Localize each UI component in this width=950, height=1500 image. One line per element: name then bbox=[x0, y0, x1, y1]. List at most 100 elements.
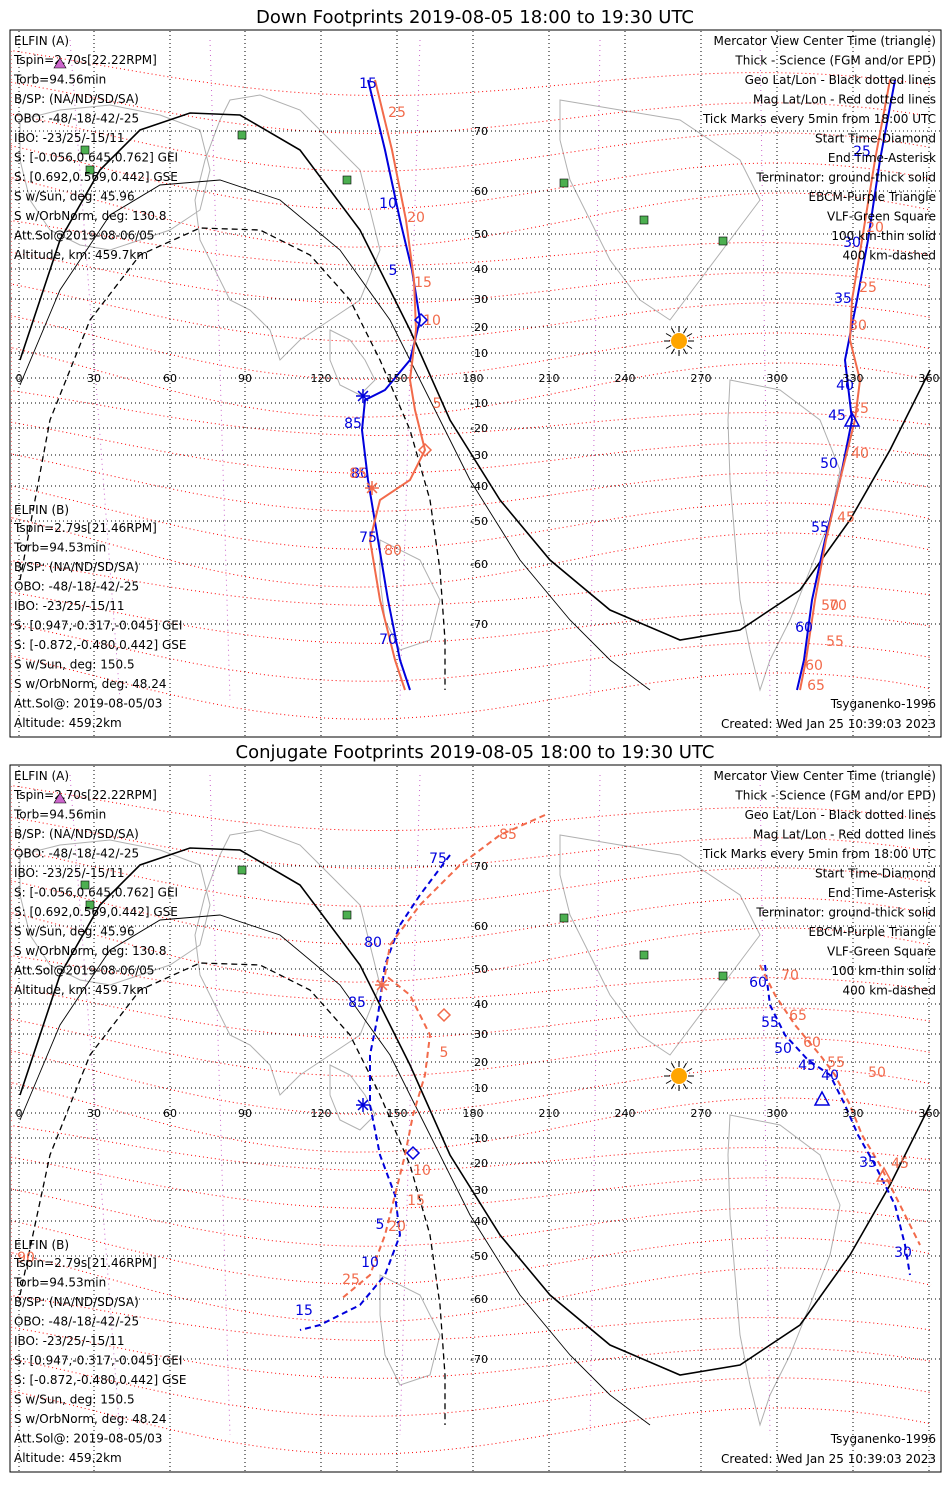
lon-label: 300 bbox=[767, 372, 788, 385]
elfin-b-info-line: Altitude: 459.2km bbox=[14, 1451, 122, 1465]
vlf-green-square bbox=[342, 910, 352, 920]
elfin-a-center-triangle bbox=[813, 1090, 831, 1106]
terminator-400km bbox=[19, 227, 446, 690]
elfin-b-tick-label: 15 bbox=[407, 1193, 425, 1209]
elfin-a-info-line: OBO: -48/-18/-42/-25 bbox=[14, 847, 139, 861]
lon-label: 270 bbox=[691, 1107, 712, 1120]
terminator-400km bbox=[19, 962, 446, 1425]
elfin-b-info-line: OBO: -48/-18/-42/-25 bbox=[14, 580, 139, 594]
lat-label: 70 bbox=[474, 125, 488, 138]
lat-label: 60 bbox=[474, 920, 488, 933]
vlf-green-square bbox=[639, 215, 649, 225]
elfin-b-tick-label: 70 bbox=[829, 598, 847, 614]
legend-item: Mag Lat/Lon - Red dotted lines bbox=[753, 93, 936, 107]
lon-label: 120 bbox=[311, 1107, 332, 1120]
elfin-b-tick-label: 50 bbox=[821, 598, 839, 614]
elfin-a-info-line: Tspin=2.70s[22.22RPM] bbox=[13, 53, 157, 67]
legend-item: 100 km-thin solid bbox=[831, 229, 936, 243]
vlf-green-square bbox=[85, 900, 95, 910]
vlf-green-square bbox=[342, 175, 352, 185]
elfin-b-tick-label: 50 bbox=[868, 1065, 886, 1081]
lat-label: -50 bbox=[470, 1250, 488, 1263]
elfin-a-info-line: Altitude, km: 459.7km bbox=[14, 248, 148, 262]
legend-item: Geo Lat/Lon - Black dotted lines bbox=[745, 73, 936, 87]
lon-labels: 0 30 60 90 120 150 180 210 240 270 300 330 360 bbox=[16, 1107, 940, 1120]
legend-item: Start Time-Diamond bbox=[815, 132, 936, 146]
legend-item: VLF-Green Square bbox=[827, 210, 936, 224]
elfin-a-tick-label: 5 bbox=[389, 263, 398, 279]
elfin-a-label: ELFIN (A) bbox=[14, 34, 69, 48]
lat-label: -70 bbox=[470, 1353, 488, 1366]
elfin-b-start-diamond bbox=[417, 442, 433, 458]
lat-label: 40 bbox=[474, 998, 488, 1011]
lat-label: 70 bbox=[474, 860, 488, 873]
elfin-b-info-line: S: [0.947,-0.317,-0.045] GEI bbox=[14, 619, 182, 633]
elfin-a-tick-label: 15 bbox=[295, 1303, 313, 1319]
elfin-a-tick-label: 5 bbox=[376, 1217, 385, 1233]
elfin-a-info-line: S: [0.692,0.569,0.442] GSE bbox=[14, 905, 178, 919]
lat-labels: 70 60 50 40 30 20 10 -10 -20 -30 -40 -50 -60 -70 bbox=[470, 125, 488, 631]
elfin-b-info-line: S: [0.947,-0.317,-0.045] GEI bbox=[14, 1354, 182, 1368]
mag-meridians bbox=[69, 774, 771, 1436]
elfin-b-info-line: Altitude: 459.2km bbox=[14, 716, 122, 730]
legend-item: Thick - Science (FGM and/or EPD) bbox=[734, 789, 936, 803]
lat-label: 60 bbox=[474, 185, 488, 198]
mag-meridians bbox=[69, 39, 771, 701]
elfin-b-center-triangle bbox=[875, 1166, 893, 1182]
legend-item: Thick - Science (FGM and/or EPD) bbox=[734, 54, 936, 68]
created-label: Created: Wed Jan 25 10:39:03 2023 bbox=[721, 717, 936, 731]
coastlines bbox=[19, 94, 841, 692]
legend-item: Terminator: ground-thick solid bbox=[755, 171, 936, 185]
lat-label: -20 bbox=[470, 1157, 488, 1170]
elfin-a-info-line: Torb=94.56min bbox=[13, 73, 106, 87]
elfin-a-tick-label: 55 bbox=[811, 520, 829, 536]
panel-conjugate-footprints: Conjugate Footprints 2019-08-05 18:00 to… bbox=[9, 742, 942, 1473]
elfin-b-tick-label: 80 bbox=[384, 543, 402, 559]
elfin-b-info-line: Att.Sol@: 2019-08-05/03 bbox=[14, 697, 162, 711]
lat-label: 10 bbox=[474, 347, 488, 360]
elfin-b-tick-label: 10 bbox=[413, 1163, 431, 1179]
elfin-b-track bbox=[339, 814, 546, 1301]
model-label: Tsyganenko-1996 bbox=[830, 697, 936, 711]
legend-item: Terminator: ground-thick solid bbox=[755, 906, 936, 920]
legend-item: Geo Lat/Lon - Black dotted lines bbox=[745, 808, 936, 822]
lat-label: -50 bbox=[470, 515, 488, 528]
lon-labels: 0 30 60 90 120 150 180 210 240 270 300 330 360 bbox=[16, 372, 940, 385]
elfin-b-tick-label: 15 bbox=[414, 275, 432, 291]
elfin-a-info-line: Tspin=2.70s[22.22RPM] bbox=[13, 788, 157, 802]
lon-label: 360 bbox=[919, 1107, 940, 1120]
lon-label: 60 bbox=[163, 372, 177, 385]
terminator-ground bbox=[19, 847, 931, 1376]
elfin-a-tick-label: 30 bbox=[894, 1245, 912, 1261]
elfin-b-info: ELFIN (B) Tspin=2.79s[21.46RPM] Torb=94.53… bbox=[13, 1238, 187, 1465]
vlf-stations bbox=[80, 130, 728, 246]
elfin-b-end-asterisk bbox=[365, 481, 379, 495]
elfin-a-start-diamond bbox=[405, 1145, 421, 1161]
vlf-green-square bbox=[718, 236, 728, 246]
elfin-a-tick-label: 50 bbox=[820, 456, 838, 472]
sun-icon bbox=[664, 326, 694, 356]
elfin-b-track-2 bbox=[799, 79, 891, 691]
map-area: 7580855101560555045403530855101520257065… bbox=[11, 766, 940, 1471]
elfin-a-tick-label: 40 bbox=[821, 1068, 839, 1084]
elfin-b-tick-label: 65 bbox=[789, 1008, 807, 1024]
elfin-b-info-line: IBO: -23/25/-15/11 bbox=[14, 599, 125, 613]
elfin-a-tick-label: 75 bbox=[429, 851, 447, 867]
lon-label: 240 bbox=[615, 372, 636, 385]
elfin-b-tick-label: 5 bbox=[440, 1045, 449, 1061]
elfin-a-end-asterisk bbox=[356, 389, 370, 403]
lon-label: 30 bbox=[87, 372, 101, 385]
panel-title: Down Footprints 2019-08-05 18:00 to 19:3… bbox=[256, 7, 694, 28]
legend-item: EBCM-Purple Triangle bbox=[808, 190, 936, 204]
legend-item: 100 km-thin solid bbox=[831, 964, 936, 978]
elfin-b-tick-label: 20 bbox=[407, 210, 425, 226]
elfin-a-label: ELFIN (A) bbox=[14, 769, 69, 783]
lat-label: 20 bbox=[474, 1056, 488, 1069]
elfin-b-tick-label: 25 bbox=[342, 1272, 360, 1288]
model-label: Tsyganenko-1996 bbox=[830, 1432, 936, 1446]
elfin-a-tick-label: 30 bbox=[843, 235, 861, 251]
elfin-a-tick-label: 10 bbox=[361, 1255, 379, 1271]
elfin-b-tick-label: 55 bbox=[826, 634, 844, 650]
elfin-b-tick-label: 5 bbox=[433, 396, 442, 412]
